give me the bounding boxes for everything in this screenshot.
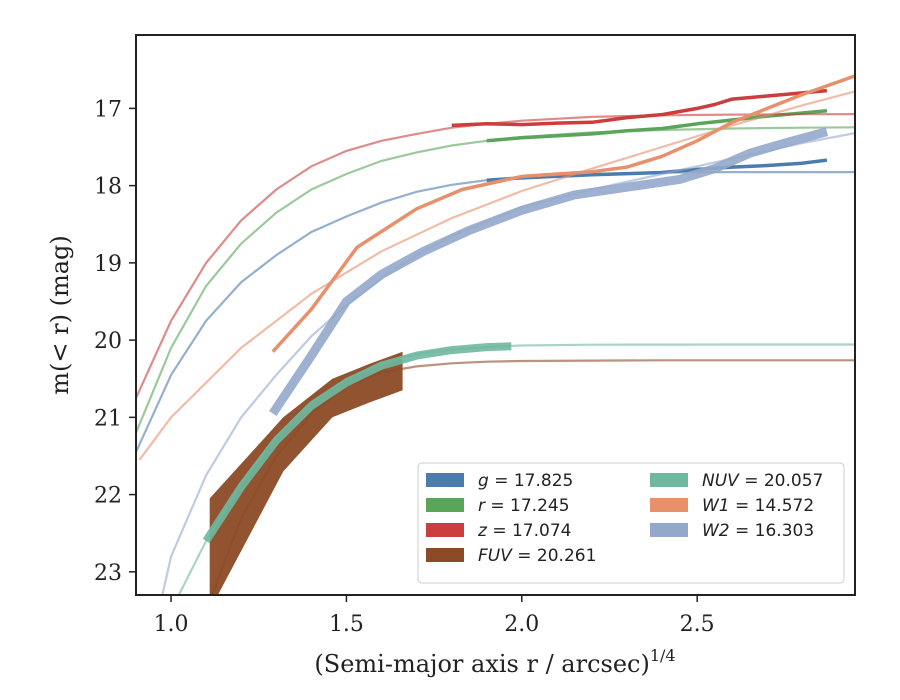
- y-tick-label: 22: [94, 484, 122, 509]
- data-line-g: [486, 158, 828, 182]
- legend-label: W2 = 16.303: [702, 521, 814, 541]
- legend-box: [417, 462, 845, 584]
- x-tick-label: 1.5: [329, 612, 364, 637]
- legend-item-g: g = 17.825: [426, 471, 573, 491]
- series-nuv: [177, 342, 855, 595]
- legend-label: FUV = 20.261: [478, 546, 596, 566]
- legend-item-w1: W1 = 14.572: [650, 496, 814, 516]
- data-band-fuv: [209, 351, 403, 595]
- legend-swatch: [426, 498, 464, 512]
- legend: g = 17.825 r = 17.245 z = 17.074 FUV = 20.2…: [417, 462, 845, 584]
- legend-item-w2: W2 = 16.303: [650, 521, 814, 541]
- x-tick-label: 2.5: [680, 612, 715, 637]
- legend-item-r: r = 17.245: [426, 496, 570, 516]
- legend-swatch: [426, 473, 464, 487]
- x-axis-label-text: (Semi-major axis r / arcsec): [314, 650, 649, 678]
- series-z: [136, 88, 855, 399]
- y-axis-label: m(< r) (mag): [46, 235, 74, 394]
- legend-label: W1 = 14.572: [702, 496, 814, 516]
- series-g: [136, 158, 855, 453]
- x-axis-label: (Semi-major axis r / arcsec)1/4: [314, 646, 675, 678]
- x-axis-label-exponent: 1/4: [650, 646, 676, 665]
- legend-item-fuv: FUV = 20.261: [426, 546, 596, 566]
- data-line-z: [451, 88, 828, 128]
- model-line-g: [136, 171, 855, 453]
- y-tick-label: 19: [94, 252, 122, 277]
- data-line-w2: [269, 127, 829, 416]
- y-tick-label: 17: [94, 97, 122, 122]
- series-w1: [138, 74, 855, 461]
- legend-item-z: z = 17.074: [426, 521, 571, 541]
- legend-label: z = 17.074: [477, 521, 571, 541]
- y-axis: 17 18 19 20 21 22 23: [94, 97, 136, 586]
- model-line-r: [136, 126, 855, 434]
- data-line-nuv: [202, 342, 512, 544]
- legend-label: NUV = 20.057: [702, 471, 823, 491]
- legend-swatch: [650, 523, 688, 537]
- legend-swatch: [426, 523, 464, 537]
- model-line-w1: [138, 90, 855, 461]
- y-tick-label: 18: [94, 175, 122, 200]
- x-tick-label: 1.0: [154, 612, 189, 637]
- plot-frame: [135, 34, 856, 596]
- y-tick-label: 21: [94, 406, 122, 431]
- legend-label: g = 17.825: [478, 471, 573, 491]
- data-line-w1: [271, 74, 855, 353]
- legend-swatch: [426, 548, 464, 562]
- series-layer: [136, 74, 855, 595]
- legend-swatch: [650, 473, 688, 487]
- y-tick-label: 23: [94, 561, 122, 586]
- model-line-z: [136, 113, 855, 399]
- x-axis: 1.0 1.5 2.0 2.5: [154, 595, 715, 637]
- legend-item-nuv: NUV = 20.057: [650, 471, 823, 491]
- legend-label: r = 17.245: [478, 496, 570, 516]
- x-tick-label: 2.0: [504, 612, 539, 637]
- y-tick-label: 20: [94, 329, 122, 354]
- series-w2: [161, 127, 855, 595]
- legend-swatch: [650, 498, 688, 512]
